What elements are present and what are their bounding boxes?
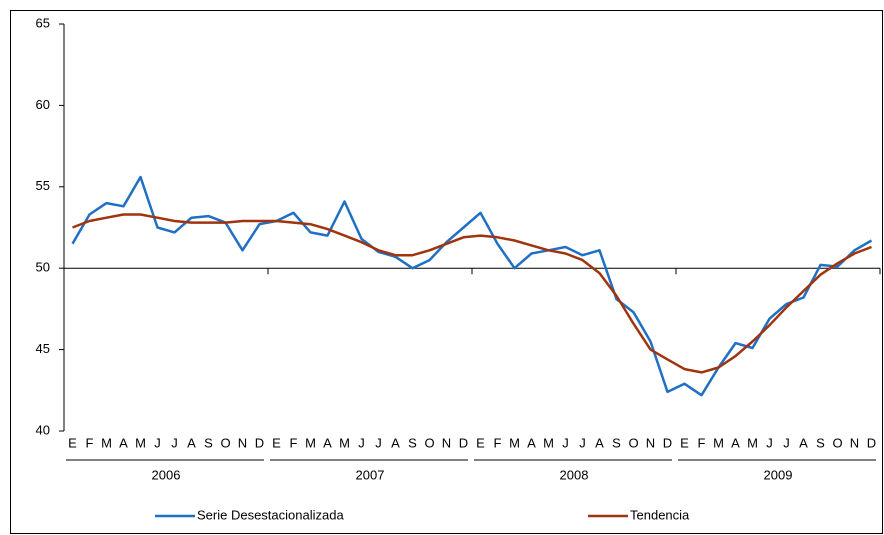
x-tick-label: J bbox=[579, 435, 586, 450]
x-tick-label: J bbox=[154, 435, 161, 450]
x-tick-label: F bbox=[86, 435, 94, 450]
x-tick-label: A bbox=[187, 435, 196, 450]
y-tick-label: 50 bbox=[36, 260, 50, 275]
x-tick-label: A bbox=[799, 435, 808, 450]
x-tick-label: A bbox=[323, 435, 332, 450]
x-tick-label: E bbox=[272, 435, 281, 450]
x-tick-label: O bbox=[628, 435, 638, 450]
x-tick-label: M bbox=[747, 435, 758, 450]
x-tick-label: E bbox=[680, 435, 689, 450]
series-line bbox=[71, 175, 873, 397]
y-tick-label: 65 bbox=[36, 15, 50, 30]
group-label: 2009 bbox=[764, 467, 793, 482]
x-tick-label: M bbox=[135, 435, 146, 450]
x-tick-label: M bbox=[509, 435, 520, 450]
legend-label: Tendencia bbox=[630, 507, 690, 522]
x-tick-label: A bbox=[391, 435, 400, 450]
x-tick-label: D bbox=[459, 435, 468, 450]
x-tick-label: M bbox=[339, 435, 350, 450]
x-tick-label: N bbox=[442, 435, 451, 450]
x-tick-label: D bbox=[867, 435, 876, 450]
x-tick-label: M bbox=[305, 435, 316, 450]
chart-frame bbox=[10, 10, 883, 534]
x-tick-label: J bbox=[783, 435, 790, 450]
x-tick-label: J bbox=[562, 435, 569, 450]
x-tick-label: N bbox=[238, 435, 247, 450]
x-tick-label: F bbox=[290, 435, 298, 450]
x-tick-label: O bbox=[220, 435, 230, 450]
series-line bbox=[72, 213, 872, 374]
x-tick-label: A bbox=[119, 435, 128, 450]
legend-label: Serie Desestacionalizada bbox=[197, 507, 344, 522]
y-tick-label: 45 bbox=[36, 341, 50, 356]
x-tick-label: J bbox=[171, 435, 178, 450]
x-tick-label: O bbox=[832, 435, 842, 450]
x-tick-label: S bbox=[408, 435, 417, 450]
x-tick-label: S bbox=[612, 435, 621, 450]
x-tick-label: N bbox=[850, 435, 859, 450]
x-tick-label: A bbox=[731, 435, 740, 450]
x-tick-label: N bbox=[646, 435, 655, 450]
x-tick-label: M bbox=[713, 435, 724, 450]
x-tick-label: A bbox=[595, 435, 604, 450]
x-tick-label: F bbox=[494, 435, 502, 450]
x-tick-label: J bbox=[766, 435, 773, 450]
x-tick-label: F bbox=[698, 435, 706, 450]
x-tick-label: M bbox=[101, 435, 112, 450]
x-tick-label: D bbox=[663, 435, 672, 450]
group-label: 2006 bbox=[152, 467, 181, 482]
y-tick-label: 40 bbox=[36, 422, 50, 437]
x-tick-label: J bbox=[375, 435, 382, 450]
x-tick-label: A bbox=[527, 435, 536, 450]
x-tick-label: S bbox=[204, 435, 213, 450]
x-tick-label: O bbox=[424, 435, 434, 450]
y-tick-label: 55 bbox=[36, 178, 50, 193]
y-tick-label: 60 bbox=[36, 97, 50, 112]
group-label: 2007 bbox=[356, 467, 385, 482]
group-label: 2008 bbox=[560, 467, 589, 482]
x-tick-label: M bbox=[543, 435, 554, 450]
x-tick-label: D bbox=[255, 435, 264, 450]
x-tick-label: J bbox=[358, 435, 365, 450]
x-tick-label: E bbox=[68, 435, 77, 450]
x-tick-label: S bbox=[816, 435, 825, 450]
x-tick-label: E bbox=[476, 435, 485, 450]
